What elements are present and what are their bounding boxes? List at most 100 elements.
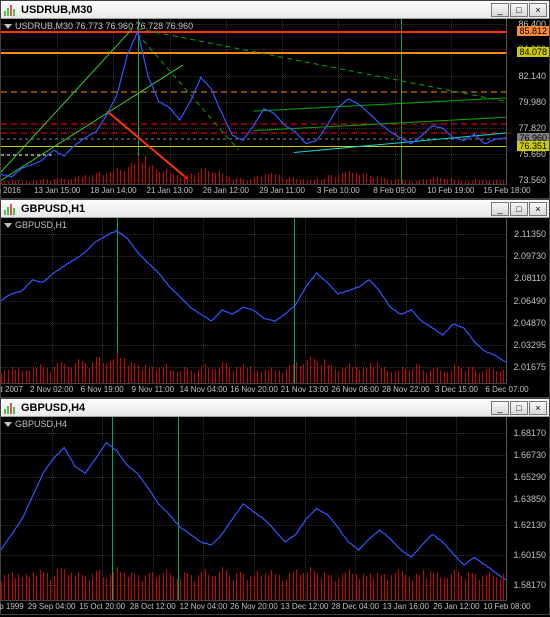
- volume-bar: [152, 165, 153, 184]
- volume-bar: [271, 173, 272, 184]
- chart-area[interactable]: GBPUSD,H12.016752.032952.048702.064902.0…: [1, 218, 549, 383]
- volume-bar: [128, 577, 129, 600]
- dropdown-icon: [4, 24, 12, 29]
- plot-region[interactable]: USDRUB,M30 76.773 76.960 76.728 76.960: [1, 19, 507, 184]
- volume-bar: [142, 581, 143, 600]
- volume-bar: [419, 575, 420, 600]
- volume-bar: [106, 578, 107, 600]
- trend-line[interactable]: [137, 34, 238, 150]
- volume-bar: [444, 578, 445, 600]
- panel-titlebar[interactable]: GBPUSD,H1_□×: [1, 200, 549, 218]
- maximize-button[interactable]: □: [510, 202, 528, 216]
- volume-bar: [300, 366, 301, 383]
- volume-bar: [142, 370, 143, 383]
- volume-bar: [496, 577, 497, 600]
- x-tick-label: 13 Jan 16:00: [383, 602, 429, 611]
- volume-bar: [254, 575, 255, 600]
- volume-bar: [430, 370, 431, 383]
- x-axis: 14 Sep 199929 Sep 04:0015 Oct 20:0028 Oc…: [1, 600, 507, 614]
- symbol-quote-label[interactable]: GBPUSD,H4: [4, 419, 67, 429]
- volume-bar: [370, 363, 371, 383]
- volume-bar: [342, 368, 343, 383]
- volume-bar: [444, 372, 445, 383]
- plot-svg: [1, 218, 506, 383]
- x-tick-label: 15 Oct 20:00: [79, 602, 125, 611]
- plot-region[interactable]: GBPUSD,H4: [1, 417, 507, 600]
- volume-bar: [293, 572, 294, 600]
- volume-bar: [402, 367, 403, 383]
- volume-bar: [468, 367, 469, 383]
- volume-bar: [138, 365, 139, 383]
- volume-bar: [356, 574, 357, 600]
- volume-bar: [138, 575, 139, 600]
- volume-bar: [282, 373, 283, 383]
- volume-bar: [275, 174, 276, 184]
- volume-bar: [191, 575, 192, 601]
- volume-bar: [149, 573, 150, 600]
- x-tick-label: 28 Nov 22:00: [382, 385, 430, 394]
- y-tick-label: 2.03295: [513, 340, 546, 350]
- volume-bar: [398, 370, 399, 383]
- volume-bar: [366, 174, 367, 184]
- y-tick-label: 77.820: [518, 123, 546, 133]
- volume-bar: [149, 166, 150, 184]
- volume-bar: [335, 581, 336, 600]
- volume-bar: [201, 572, 202, 600]
- trend-line[interactable]: [294, 133, 506, 152]
- volume-bar: [156, 370, 157, 383]
- volume-bar: [482, 371, 483, 383]
- volume-bar: [12, 572, 13, 600]
- trend-line[interactable]: [1, 29, 132, 172]
- quote-text: USDRUB,M30 76.773 76.960 76.728 76.960: [15, 21, 193, 31]
- volume-bar: [166, 364, 167, 383]
- volume-bar: [128, 366, 129, 383]
- minimize-button[interactable]: _: [491, 401, 509, 415]
- volume-bar: [156, 169, 157, 184]
- volume-bar: [479, 373, 480, 383]
- panel-titlebar[interactable]: USDRUB,M30_□×: [1, 1, 549, 19]
- chart-area[interactable]: USDRUB,M30 76.773 76.960 76.728 76.96073…: [1, 19, 549, 184]
- minimize-button[interactable]: _: [491, 3, 509, 17]
- volume-bar: [366, 368, 367, 383]
- symbol-quote-label[interactable]: GBPUSD,H1: [4, 220, 67, 230]
- volume-bar: [265, 369, 266, 383]
- trend-line[interactable]: [137, 29, 506, 102]
- volume-bar: [177, 175, 178, 184]
- symbol-quote-label[interactable]: USDRUB,M30 76.773 76.960 76.728 76.960: [4, 21, 193, 31]
- close-button[interactable]: ×: [529, 202, 547, 216]
- volume-bar: [395, 371, 396, 383]
- trend-line[interactable]: [1, 65, 183, 180]
- volume-bar: [166, 169, 167, 184]
- volume-bar: [134, 363, 135, 383]
- x-tick-label: 21 Nov 13:00: [281, 385, 329, 394]
- volume-bar: [419, 365, 420, 383]
- volume-bar: [82, 177, 83, 184]
- price-tag: 84.078: [517, 47, 549, 57]
- volume-bar: [99, 172, 100, 184]
- volume-bar: [423, 370, 424, 383]
- volume-bar: [36, 576, 37, 600]
- chart-area[interactable]: GBPUSD,H4 1.581701.601501.621301.638501.6…: [1, 417, 549, 600]
- maximize-button[interactable]: □: [510, 401, 528, 415]
- volume-bar: [222, 567, 223, 600]
- maximize-button[interactable]: □: [510, 3, 528, 17]
- volume-bar: [486, 369, 487, 383]
- volume-bar: [85, 363, 86, 383]
- close-button[interactable]: ×: [529, 3, 547, 17]
- trend-line[interactable]: [107, 111, 188, 179]
- panel-titlebar[interactable]: GBPUSD,H4_□×: [1, 399, 549, 417]
- y-tick-label: 1.63850: [513, 494, 546, 504]
- volume-bar: [71, 573, 72, 600]
- chart-type-icon: [3, 3, 17, 17]
- trend-line[interactable]: [254, 98, 507, 111]
- volume-bar: [317, 361, 318, 383]
- plot-region[interactable]: GBPUSD,H1: [1, 218, 507, 383]
- price-line: [1, 443, 506, 580]
- volume-bar: [103, 577, 104, 600]
- y-axis: 1.581701.601501.621301.638501.652901.667…: [507, 417, 549, 600]
- volume-bar: [36, 368, 37, 383]
- volume-bar: [289, 365, 290, 383]
- minimize-button[interactable]: _: [491, 202, 509, 216]
- close-button[interactable]: ×: [529, 401, 547, 415]
- volume-bar: [78, 176, 79, 184]
